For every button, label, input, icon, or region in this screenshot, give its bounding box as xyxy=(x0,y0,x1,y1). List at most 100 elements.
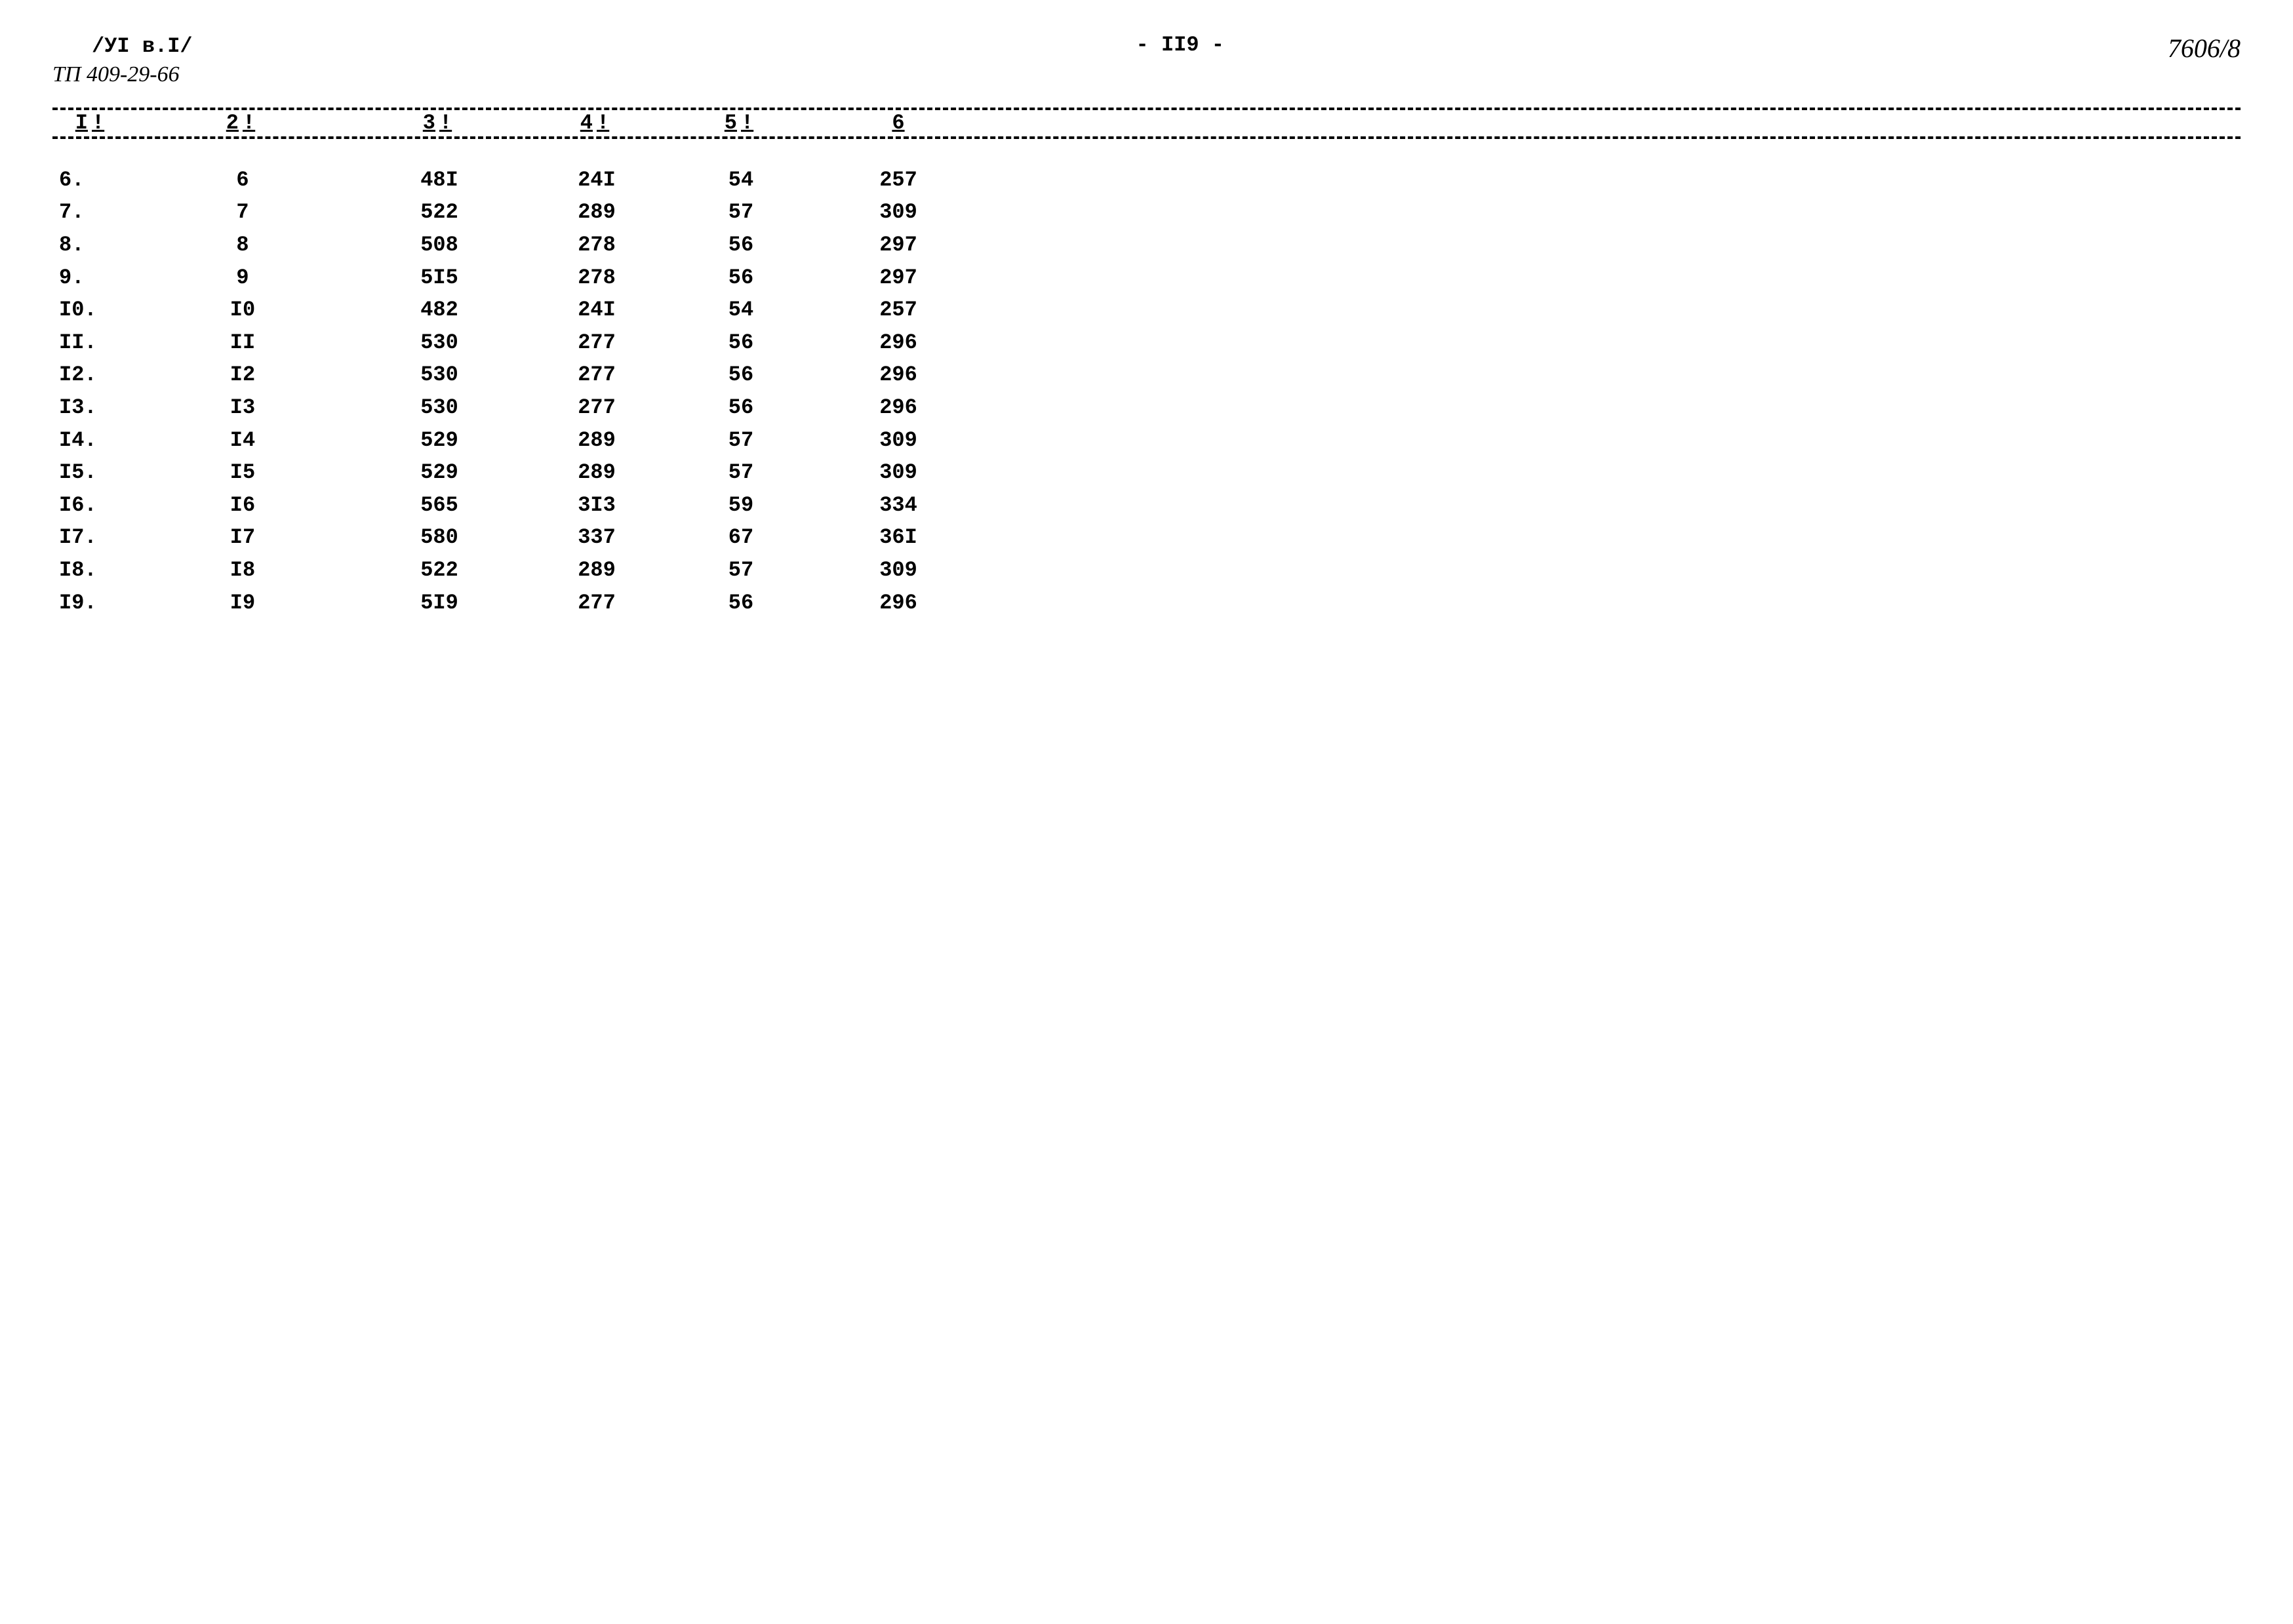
col-header-3-label: 3 xyxy=(423,111,435,135)
table-cell: І2. xyxy=(52,359,131,391)
table-cell: 277 xyxy=(525,359,669,391)
col-header-5-label: 5 xyxy=(725,111,737,135)
table-cell: 309 xyxy=(813,456,984,489)
table-cell: 337 xyxy=(525,521,669,554)
data-table: І ! 2 ! 3 ! 4 ! 5 ! 6 6.648 xyxy=(52,102,2241,619)
table-cell: 48І xyxy=(354,164,525,197)
table-row: І0.І048224І54257 xyxy=(52,294,2241,327)
table-column-header-row: І ! 2 ! 3 ! 4 ! 5 ! 6 xyxy=(52,102,2241,144)
col-header-6: 6 xyxy=(813,111,984,135)
col-header-6-label: 6 xyxy=(892,111,904,135)
header-left-block: /УІ в.І/ ТП 409-29-66 xyxy=(52,33,193,89)
table-cell: 5І9 xyxy=(354,587,525,620)
table-cell: 6 xyxy=(131,164,354,197)
col-header-5: 5 ! xyxy=(669,111,813,135)
table-cell: 530 xyxy=(354,391,525,424)
table-cell: 24І xyxy=(525,294,669,327)
page-number: - ІІ9 - xyxy=(193,33,2168,57)
table-column-header-cells: І ! 2 ! 3 ! 4 ! 5 ! 6 xyxy=(52,102,2241,144)
table-cell: 334 xyxy=(813,489,984,522)
table-cell: І4 xyxy=(131,424,354,457)
table-cell: ІІ xyxy=(131,327,354,359)
table-row: І6.І65653І359334 xyxy=(52,489,2241,522)
table-row: І3.І353027756296 xyxy=(52,391,2241,424)
table-cell: 67 xyxy=(669,521,813,554)
table-cell: 59 xyxy=(669,489,813,522)
table-cell: І6 xyxy=(131,489,354,522)
table-cell: 565 xyxy=(354,489,525,522)
table-cell: 56 xyxy=(669,262,813,294)
table-cell: 6. xyxy=(52,164,131,197)
table-cell: 289 xyxy=(525,424,669,457)
table-cell: 36І xyxy=(813,521,984,554)
table-cell: 56 xyxy=(669,587,813,620)
table-cell: 277 xyxy=(525,327,669,359)
table-cell: 54 xyxy=(669,164,813,197)
table-cell: І9. xyxy=(52,587,131,620)
table-row: ІІ.ІІ53027756296 xyxy=(52,327,2241,359)
table-cell: 278 xyxy=(525,262,669,294)
table-cell: І8. xyxy=(52,554,131,587)
table-cell: І7 xyxy=(131,521,354,554)
col-header-3: 3 ! xyxy=(354,111,525,135)
table-cell: 57 xyxy=(669,424,813,457)
table-row: 7.752228957309 xyxy=(52,196,2241,229)
table-cell: І0 xyxy=(131,294,354,327)
table-cell: І6. xyxy=(52,489,131,522)
col-sep-4: ! xyxy=(593,111,613,135)
table-cell: ІІ. xyxy=(52,327,131,359)
table-cell: І8 xyxy=(131,554,354,587)
table-cell: 296 xyxy=(813,391,984,424)
table-cell: 277 xyxy=(525,587,669,620)
col-header-2-label: 2 xyxy=(226,111,239,135)
table-row: І4.І452928957309 xyxy=(52,424,2241,457)
table-cell: 278 xyxy=(525,229,669,262)
table-cell: 257 xyxy=(813,294,984,327)
table-row: І9.І95І927756296 xyxy=(52,587,2241,620)
table-cell: І9 xyxy=(131,587,354,620)
table-cell: 7. xyxy=(52,196,131,229)
table-cell: 56 xyxy=(669,391,813,424)
table-cell: 56 xyxy=(669,359,813,391)
col-sep-1: ! xyxy=(88,111,108,135)
table-cell: І2 xyxy=(131,359,354,391)
table-cell: 9. xyxy=(52,262,131,294)
table-cell: 580 xyxy=(354,521,525,554)
table-cell: 56 xyxy=(669,327,813,359)
table-cell: 56 xyxy=(669,229,813,262)
col-sep-3: ! xyxy=(435,111,456,135)
table-cell: 5І5 xyxy=(354,262,525,294)
table-cell: 296 xyxy=(813,587,984,620)
table-cell: 508 xyxy=(354,229,525,262)
table-row: І5.І552928957309 xyxy=(52,456,2241,489)
col-header-1-label: І xyxy=(75,111,88,135)
table-cell: 24І xyxy=(525,164,669,197)
table-cell: 277 xyxy=(525,391,669,424)
table-cell: І4. xyxy=(52,424,131,457)
table-cell: 309 xyxy=(813,424,984,457)
table-row: 8.850827856297 xyxy=(52,229,2241,262)
table-cell: 57 xyxy=(669,456,813,489)
table-row: І2.І253027756296 xyxy=(52,359,2241,391)
table-body: 6.648І24І542577.7522289573098.8508278562… xyxy=(52,164,2241,619)
table-cell: 9 xyxy=(131,262,354,294)
col-header-2: 2 ! xyxy=(131,111,354,135)
table-cell: І7. xyxy=(52,521,131,554)
table-cell: 522 xyxy=(354,554,525,587)
table-cell: 289 xyxy=(525,554,669,587)
table-cell: 530 xyxy=(354,327,525,359)
page-header: /УІ в.І/ ТП 409-29-66 - ІІ9 - 7606/8 xyxy=(52,33,2241,89)
table-row: І7.І75803376736І xyxy=(52,521,2241,554)
table-cell: 57 xyxy=(669,196,813,229)
table-cell: 8. xyxy=(52,229,131,262)
table-cell: І0. xyxy=(52,294,131,327)
table-cell: 297 xyxy=(813,262,984,294)
col-sep-2: ! xyxy=(239,111,259,135)
table-cell: 8 xyxy=(131,229,354,262)
table-cell: 529 xyxy=(354,456,525,489)
table-row: 9.95І527856297 xyxy=(52,262,2241,294)
table-cell: 257 xyxy=(813,164,984,197)
table-cell: 3І3 xyxy=(525,489,669,522)
doc-number: 7606/8 xyxy=(2168,33,2241,64)
table-cell: 54 xyxy=(669,294,813,327)
